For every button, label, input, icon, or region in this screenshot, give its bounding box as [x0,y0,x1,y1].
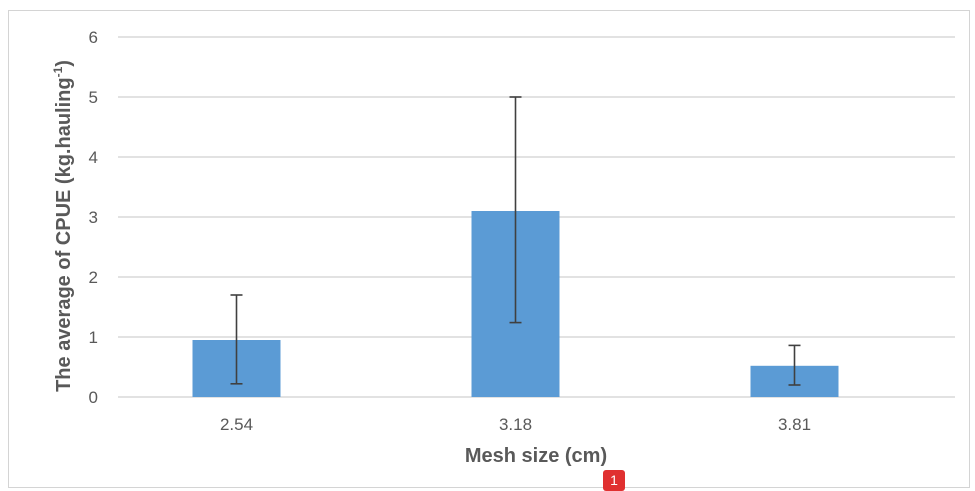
x-axis-title: Mesh size (cm) [465,445,607,467]
y-axis-title: The average of CPUE (kg.hauling-1) [51,60,75,392]
y-tick-label: 2 [89,268,98,287]
y-tick-label: 6 [89,28,98,47]
error-bars [230,96,801,386]
y-tick-label: 4 [89,148,98,167]
y-tick-label: 0 [89,388,98,407]
x-tick-label: 2.54 [220,415,253,434]
annotation-badge: 1 [603,470,625,491]
x-tick-labels: 2.54 3.18 3.81 [220,415,811,434]
error-bar [509,96,522,324]
x-tick-label: 3.81 [778,415,811,434]
y-tick-labels: 0 1 2 3 4 5 6 [89,28,98,407]
y-tick-label: 1 [89,328,98,347]
y-tick-label: 5 [89,88,98,107]
x-tick-label: 3.18 [499,415,532,434]
y-tick-label: 3 [89,208,98,227]
error-bar [788,344,801,386]
error-bar [230,294,243,385]
